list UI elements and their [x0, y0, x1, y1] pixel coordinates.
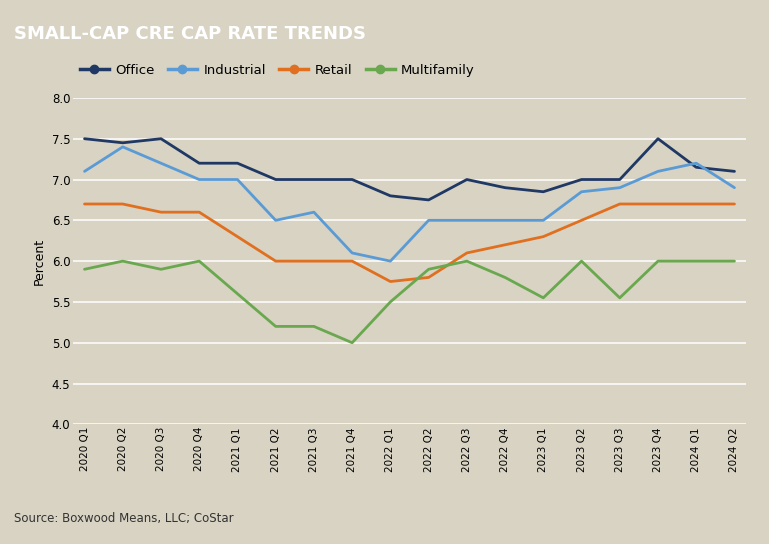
- Legend: Office, Industrial, Retail, Multifamily: Office, Industrial, Retail, Multifamily: [80, 64, 475, 77]
- Industrial: [195, 176, 204, 183]
- Industrial: [424, 217, 433, 224]
- Retail: [156, 209, 165, 215]
- Industrial: [730, 184, 739, 191]
- Line: Industrial: Industrial: [85, 147, 734, 261]
- Office: [462, 176, 471, 183]
- Multifamily: [539, 295, 548, 301]
- Office: [118, 140, 128, 146]
- Retail: [539, 233, 548, 240]
- Office: [233, 160, 242, 166]
- Multifamily: [424, 266, 433, 273]
- Retail: [424, 274, 433, 281]
- Multifamily: [348, 339, 357, 346]
- Office: [156, 135, 165, 142]
- Industrial: [309, 209, 318, 215]
- Industrial: [386, 258, 395, 264]
- Office: [195, 160, 204, 166]
- Industrial: [156, 160, 165, 166]
- Retail: [118, 201, 128, 207]
- Industrial: [233, 176, 242, 183]
- Multifamily: [577, 258, 586, 264]
- Multifamily: [615, 295, 624, 301]
- Office: [309, 176, 318, 183]
- Retail: [386, 278, 395, 285]
- Industrial: [691, 160, 701, 166]
- Line: Office: Office: [85, 139, 734, 200]
- Retail: [233, 233, 242, 240]
- Office: [80, 135, 89, 142]
- Multifamily: [730, 258, 739, 264]
- Multifamily: [462, 258, 471, 264]
- Multifamily: [195, 258, 204, 264]
- Multifamily: [271, 323, 280, 330]
- Retail: [577, 217, 586, 224]
- Office: [348, 176, 357, 183]
- Office: [730, 168, 739, 175]
- Retail: [654, 201, 663, 207]
- Multifamily: [309, 323, 318, 330]
- Office: [615, 176, 624, 183]
- Industrial: [577, 189, 586, 195]
- Retail: [615, 201, 624, 207]
- Multifamily: [80, 266, 89, 273]
- Industrial: [348, 250, 357, 256]
- Retail: [462, 250, 471, 256]
- Multifamily: [156, 266, 165, 273]
- Industrial: [539, 217, 548, 224]
- Office: [654, 135, 663, 142]
- Multifamily: [118, 258, 128, 264]
- Line: Retail: Retail: [85, 204, 734, 282]
- Industrial: [118, 144, 128, 150]
- Multifamily: [691, 258, 701, 264]
- Office: [501, 184, 510, 191]
- Line: Multifamily: Multifamily: [85, 261, 734, 343]
- Retail: [195, 209, 204, 215]
- Office: [539, 189, 548, 195]
- Multifamily: [233, 290, 242, 297]
- Industrial: [80, 168, 89, 175]
- Retail: [730, 201, 739, 207]
- Retail: [348, 258, 357, 264]
- Multifamily: [501, 274, 510, 281]
- Office: [577, 176, 586, 183]
- Office: [691, 164, 701, 171]
- Retail: [501, 242, 510, 248]
- Y-axis label: Percent: Percent: [33, 238, 46, 285]
- Office: [424, 197, 433, 203]
- Multifamily: [386, 299, 395, 305]
- Industrial: [615, 184, 624, 191]
- Office: [386, 193, 395, 199]
- Retail: [691, 201, 701, 207]
- Multifamily: [654, 258, 663, 264]
- Text: Source: Boxwood Means, LLC; CoStar: Source: Boxwood Means, LLC; CoStar: [14, 512, 234, 525]
- Industrial: [462, 217, 471, 224]
- Industrial: [501, 217, 510, 224]
- Industrial: [271, 217, 280, 224]
- Retail: [271, 258, 280, 264]
- Retail: [80, 201, 89, 207]
- Office: [271, 176, 280, 183]
- Text: SMALL-CAP CRE CAP RATE TRENDS: SMALL-CAP CRE CAP RATE TRENDS: [14, 26, 366, 44]
- Retail: [309, 258, 318, 264]
- Industrial: [654, 168, 663, 175]
